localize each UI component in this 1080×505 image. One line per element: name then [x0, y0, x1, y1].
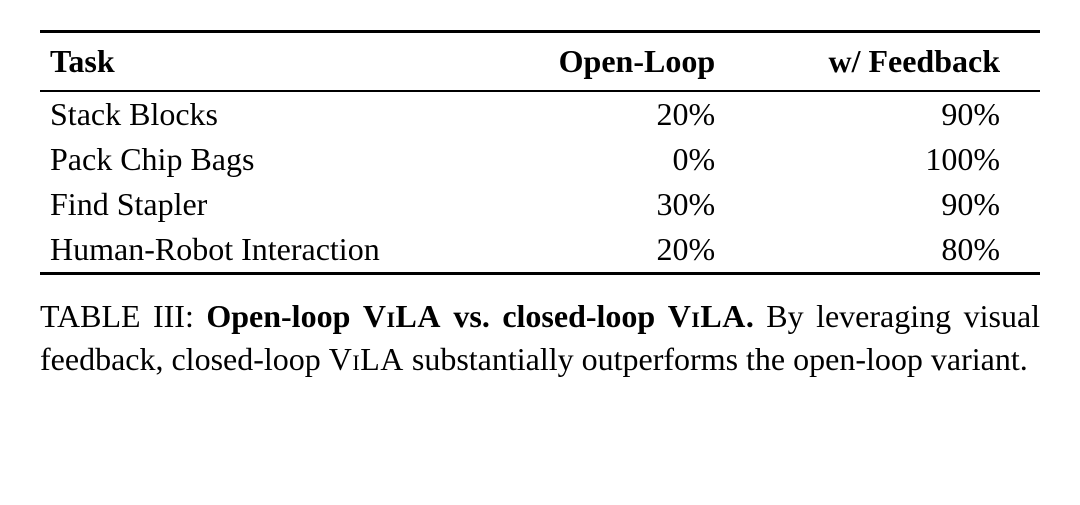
cell-task: Human-Robot Interaction	[40, 227, 490, 274]
caption-title-mid: vs. closed-loop	[441, 298, 668, 334]
cell-feedback: 100%	[755, 137, 1040, 182]
caption-vila-2: ViLA	[668, 298, 746, 334]
cell-open-loop: 20%	[490, 91, 756, 137]
cell-feedback: 80%	[755, 227, 1040, 274]
cell-feedback: 90%	[755, 91, 1040, 137]
table-row: Human-Robot Interaction 20% 80%	[40, 227, 1040, 274]
col-header-feedback: w/ Feedback	[755, 32, 1040, 92]
results-table-container: Task Open-Loop w/ Feedback Stack Blocks …	[40, 30, 1040, 275]
cell-open-loop: 30%	[490, 182, 756, 227]
caption-title: Open-loop ViLA vs. closed-loop ViLA.	[206, 298, 766, 334]
caption-body-post: substantially outperforms the open-loop …	[404, 341, 1028, 377]
table-row: Pack Chip Bags 0% 100%	[40, 137, 1040, 182]
table-header-row: Task Open-Loop w/ Feedback	[40, 32, 1040, 92]
caption-vila-3: ViLA	[329, 341, 404, 377]
caption-title-pre: Open-loop	[206, 298, 363, 334]
table-row: Find Stapler 30% 90%	[40, 182, 1040, 227]
results-table: Task Open-Loop w/ Feedback Stack Blocks …	[40, 30, 1040, 275]
cell-task: Find Stapler	[40, 182, 490, 227]
caption-vila-1: ViLA	[363, 298, 441, 334]
table-row: Stack Blocks 20% 90%	[40, 91, 1040, 137]
cell-task: Pack Chip Bags	[40, 137, 490, 182]
caption-label: TABLE III:	[40, 298, 194, 334]
col-header-open-loop: Open-Loop	[490, 32, 756, 92]
col-header-task: Task	[40, 32, 490, 92]
cell-task: Stack Blocks	[40, 91, 490, 137]
cell-open-loop: 20%	[490, 227, 756, 274]
caption-title-post: .	[746, 298, 754, 334]
cell-open-loop: 0%	[490, 137, 756, 182]
table-caption: TABLE III: Open-loop ViLA vs. closed-loo…	[40, 295, 1040, 381]
cell-feedback: 90%	[755, 182, 1040, 227]
